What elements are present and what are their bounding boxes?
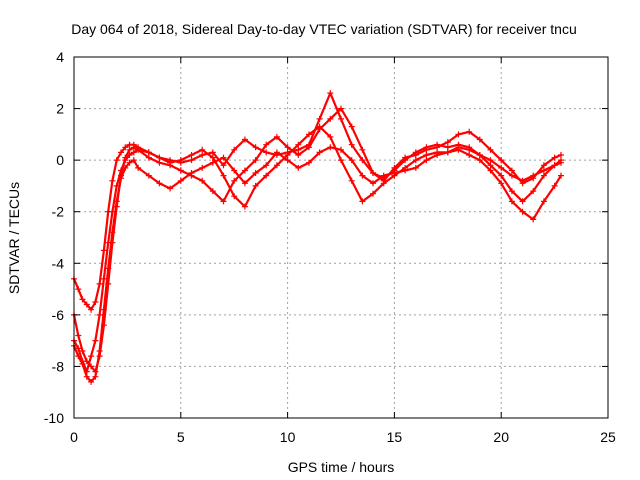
y-tick-label: -2	[52, 204, 65, 220]
y-tick-label: -4	[52, 255, 65, 271]
series-point-markers	[71, 105, 564, 375]
series-track-3	[71, 144, 564, 385]
chart-title: Day 064 of 2018, Sidereal Day-to-day VTE…	[71, 21, 577, 37]
y-tick-label: -10	[44, 410, 64, 426]
plot-frame	[73, 56, 609, 419]
grid	[74, 57, 608, 418]
series-track-2	[71, 105, 564, 375]
series-line	[72, 92, 563, 311]
data-series	[71, 90, 564, 385]
y-tick-label: 2	[56, 101, 64, 117]
x-tick-label: 15	[387, 429, 403, 445]
x-tick-label: 10	[280, 429, 296, 445]
y-tick-label: 4	[56, 49, 64, 65]
x-tick-label: 0	[70, 429, 78, 445]
series-point-markers	[71, 144, 564, 385]
axis-ticks: 0 5 10 15 20 25 -10 -8 -6 -4 -2 0 2 4	[44, 49, 616, 445]
series-line	[72, 146, 563, 383]
y-tick-label: 0	[56, 152, 64, 168]
x-tick-label: 5	[177, 429, 185, 445]
y-tick-label: -8	[52, 358, 65, 374]
x-tick-label: 20	[493, 429, 509, 445]
series-point-markers	[71, 123, 564, 375]
x-tick-label: 25	[600, 429, 616, 445]
y-tick-label: -6	[52, 307, 65, 323]
series-track-1	[71, 90, 564, 313]
series-track-4	[71, 123, 564, 375]
x-axis-label: GPS time / hours	[288, 459, 395, 475]
y-axis-label: SDTVAR / TECUs	[6, 182, 22, 294]
